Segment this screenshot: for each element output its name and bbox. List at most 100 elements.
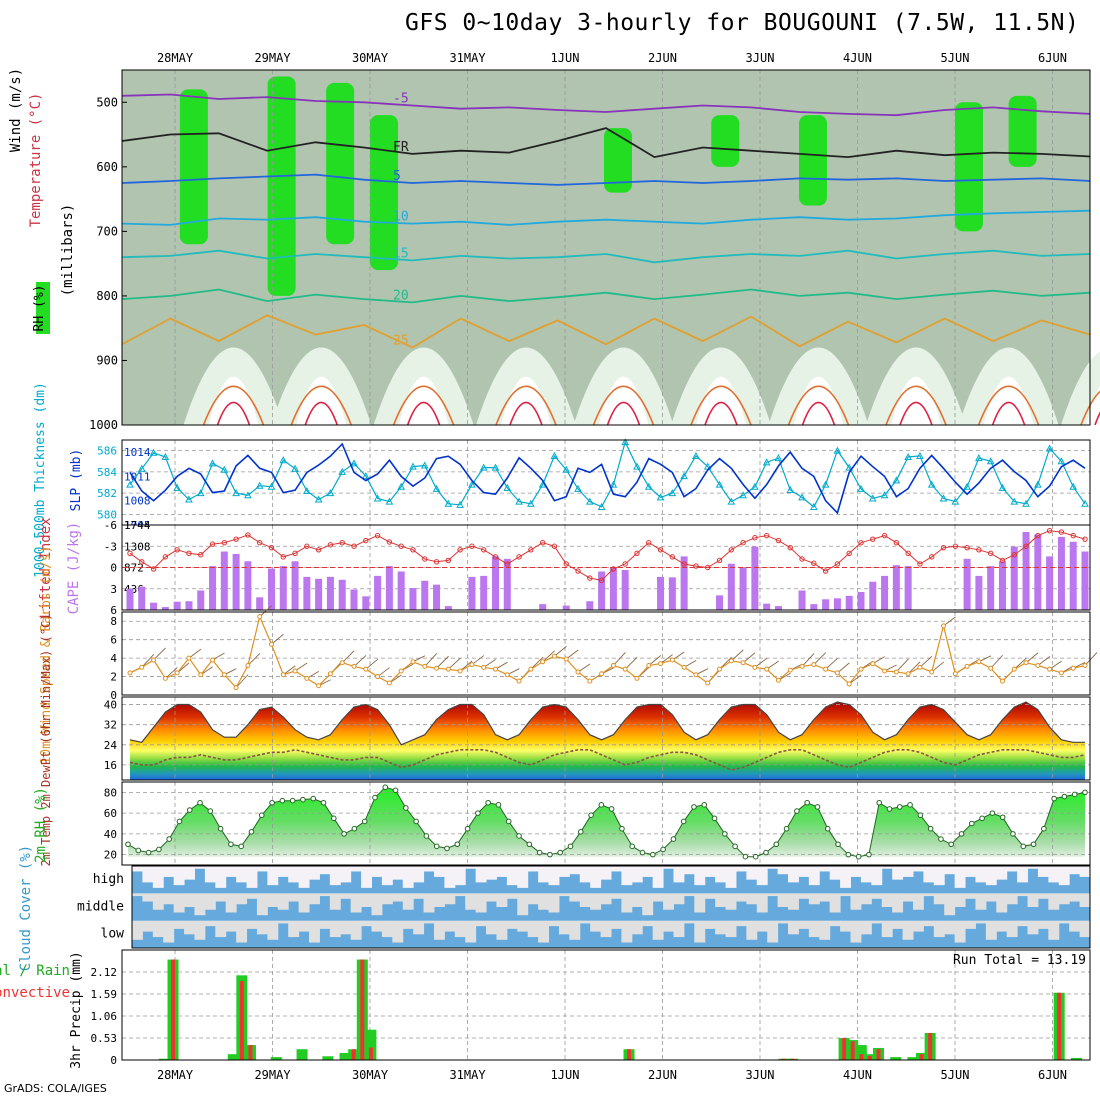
cape-bar [256, 597, 264, 610]
bottom-date-axis: 28MAY 29MAY 30MAY 31MAY 1JUN 2JUN 3JUN 4JUN 5JUN… [157, 1068, 1067, 1082]
y-tick-label: 6 [110, 634, 117, 647]
cape-bar [763, 603, 771, 610]
cloud-cell [579, 893, 591, 907]
date-tick-label: 4JUN [843, 1068, 872, 1082]
rh-point [938, 836, 944, 842]
wind-speed-point [705, 680, 711, 686]
rh-point [361, 818, 368, 825]
wind-speed-point [351, 663, 357, 669]
lifted-index-point [174, 547, 180, 553]
rh-point [866, 851, 872, 858]
cloud-cell [798, 893, 810, 899]
rh-point [1041, 825, 1047, 832]
lifted-index-point [492, 554, 499, 560]
cloud-cell [444, 893, 456, 905]
cloud-cell [142, 866, 154, 883]
wind-speed-point [893, 669, 899, 675]
thickness-point [868, 494, 877, 502]
surface-heat-contour [690, 385, 752, 426]
wind-barb [801, 653, 815, 667]
cloud-cell [590, 893, 602, 910]
wind-barb [554, 645, 567, 657]
wind-speed-point [669, 657, 675, 663]
cloud-cell [538, 866, 550, 883]
cape-bar [126, 588, 134, 610]
lifted-index-point [575, 568, 581, 574]
cloud-cell [423, 920, 435, 924]
lifted-index-point [198, 552, 204, 558]
thickness-point [963, 482, 971, 490]
rh-point [1051, 795, 1057, 802]
wind-barb [271, 633, 284, 645]
cape-bar [409, 588, 417, 610]
cloud-cell [267, 920, 279, 940]
cloud-cell [454, 866, 466, 886]
cape-bar [374, 575, 382, 610]
wind-10m-label: 10m Wind Speed & Barbs (m/s) [39, 545, 54, 764]
wind-speed-point [210, 657, 216, 663]
rh-point [444, 845, 450, 852]
y-tick-label: 1.59 [91, 988, 118, 1001]
cloud-cell [163, 920, 175, 943]
cloud-cell [652, 866, 664, 888]
cloud-cell [850, 920, 862, 943]
panel-labels: Wind (m/s) Temperature (°C) RH (%) (milliba… [0, 68, 84, 1069]
cloud-cell [631, 893, 643, 907]
wind-barb [742, 652, 756, 664]
precip-total-bar [296, 1049, 308, 1060]
rh-point [588, 812, 594, 819]
cloud-cell [277, 866, 289, 877]
cloud-cell [319, 866, 331, 875]
cloud-cell [163, 866, 175, 877]
cloud-cell [683, 893, 695, 897]
cape-bar [232, 553, 240, 610]
thickness-point [904, 452, 912, 460]
wind-barb [990, 654, 1004, 669]
lifted-index-point [1070, 532, 1076, 539]
top-date-axis: 28MAY 29MAY 30MAY 31MAY 1JUN 2JUN 3JUN 4JUN 5JUN… [157, 51, 1067, 65]
rh-point [773, 841, 780, 848]
lifted-index-point [139, 559, 145, 565]
thickness-point [916, 451, 924, 459]
wind-speed-point [551, 653, 557, 659]
cloud-cell [1037, 920, 1049, 929]
date-tick-label: 5JUN [941, 1068, 970, 1082]
temperature-contour [121, 314, 1091, 349]
cloud-cell [267, 866, 279, 886]
wind-barb [448, 657, 461, 670]
wind-speed-point [304, 675, 310, 681]
cloud-cell [902, 866, 914, 877]
lifted-index-point [433, 559, 440, 565]
cloud-cell [538, 920, 550, 943]
cloud-cell [933, 920, 945, 938]
cloud-cell [850, 893, 862, 910]
moist-column [370, 115, 398, 271]
wind-speed-point [999, 678, 1005, 684]
cloud-cell [912, 893, 924, 910]
date-tick-label: 31MAY [449, 51, 486, 65]
cape-bar [315, 578, 323, 610]
very-dry-plume [793, 376, 844, 425]
rh-point [300, 796, 306, 803]
temperature-contour [121, 249, 1091, 264]
cloud-cell [746, 920, 758, 940]
cape-bar [1057, 536, 1065, 610]
wind-speed-point [221, 672, 227, 678]
rh-point [207, 808, 214, 814]
thickness-point [809, 502, 818, 510]
moist-column [604, 128, 632, 193]
cape-bar [562, 605, 570, 610]
wind-speed-point [646, 662, 652, 668]
cloud-cell [871, 866, 883, 886]
rh-point [824, 825, 831, 832]
precip-total-bar [339, 1052, 351, 1060]
lifted-index-point [551, 543, 558, 549]
cloud-cell [631, 920, 643, 935]
cloud-cell [631, 866, 643, 883]
thickness-point [220, 465, 229, 473]
wind-speed-point [823, 666, 829, 672]
rh-point [279, 797, 286, 804]
wind-barb [141, 654, 155, 668]
cloud-cell [350, 920, 362, 940]
cloud-cell [340, 893, 352, 899]
